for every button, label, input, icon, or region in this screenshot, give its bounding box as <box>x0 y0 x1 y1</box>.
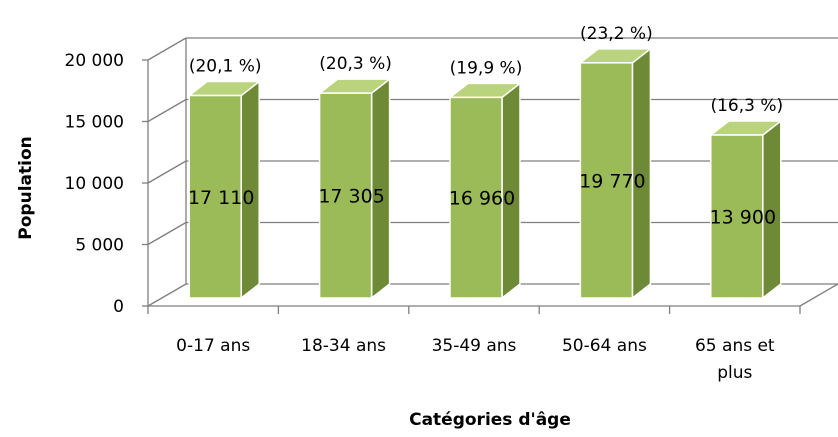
percent-label: (23,2 %) <box>580 24 653 44</box>
y-axis-title: Population <box>16 136 36 239</box>
x-tick-label: 65 ans et <box>695 336 775 356</box>
y-tick-label: 15 000 <box>65 113 124 133</box>
side-wall-gridline <box>147 98 187 123</box>
x-tick-label: 50-64 ans <box>562 336 647 356</box>
side-wall-gridline <box>147 160 187 184</box>
y-tick-label: 0 <box>113 297 124 317</box>
floor-right-edge <box>799 283 838 307</box>
bar <box>188 94 242 299</box>
y-tick-label: 5 000 <box>75 236 124 256</box>
x-tick-label: 18-34 ans <box>301 336 386 356</box>
percent-label: (20,3 %) <box>319 54 392 74</box>
data-label: 13 900 <box>710 207 776 229</box>
percent-label: (20,1 %) <box>189 57 262 77</box>
bar <box>710 134 764 299</box>
axes: 0 5 000 10 000 15 000 20 000 <box>65 51 838 317</box>
side-wall-gridline <box>147 37 187 61</box>
x-axis-title: Catégories d'âge <box>409 410 571 430</box>
y-tick-label: 10 000 <box>65 174 124 194</box>
percent-label: (16,3 %) <box>710 96 783 116</box>
bar <box>579 62 634 299</box>
bar <box>318 92 373 299</box>
x-tick-label: plus <box>717 363 752 383</box>
data-label: 19 770 <box>579 170 645 192</box>
bar <box>449 96 503 299</box>
bars <box>187 47 783 300</box>
percent-label: (19,9 %) <box>450 58 523 78</box>
x-tick-label: 35-49 ans <box>432 336 517 356</box>
labels: 17 110 (20,1 %) 0-17 ans 17 305 (20,3 %) 18-3… <box>176 24 783 383</box>
x-tick-label: 0-17 ans <box>176 336 250 356</box>
data-label: 16 960 <box>449 188 515 210</box>
data-label: 17 305 <box>318 186 384 208</box>
data-label: 17 110 <box>188 187 254 209</box>
y-tick-label: 20 000 <box>65 51 124 71</box>
side-wall-gridline <box>147 221 187 246</box>
side-wall-gridline <box>147 283 187 307</box>
